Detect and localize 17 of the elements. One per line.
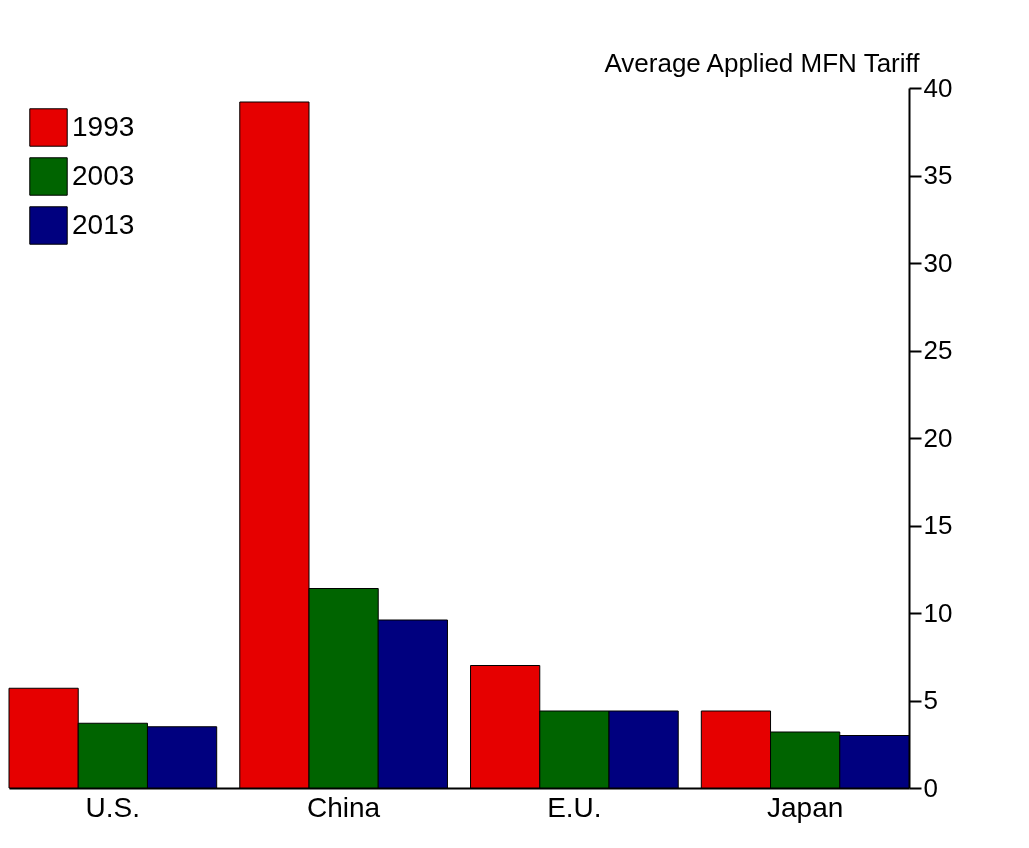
x-tick-label: China xyxy=(307,791,381,823)
y-axis-title: Average Applied MFN Tariff xyxy=(604,47,921,78)
y-tick-label: 20 xyxy=(923,422,953,453)
legend-label: 2013 xyxy=(72,208,135,240)
x-tick-label: U.S. xyxy=(85,791,141,823)
y-tick-label: 10 xyxy=(923,597,953,628)
y-tick-label: 5 xyxy=(923,685,938,715)
legend-label: 2003 xyxy=(72,159,135,191)
y-tick-label: 40 xyxy=(923,72,953,103)
y-tick-label: 0 xyxy=(923,772,938,803)
x-tick-label: Japan xyxy=(767,791,844,823)
y-tick-label: 25 xyxy=(923,335,953,365)
y-tick-label: 30 xyxy=(923,247,953,278)
legend-label: 1993 xyxy=(72,110,135,142)
y-tick-label: 15 xyxy=(923,510,953,540)
y-tick-label: 35 xyxy=(923,160,953,190)
x-tick-label: E.U. xyxy=(547,791,602,823)
